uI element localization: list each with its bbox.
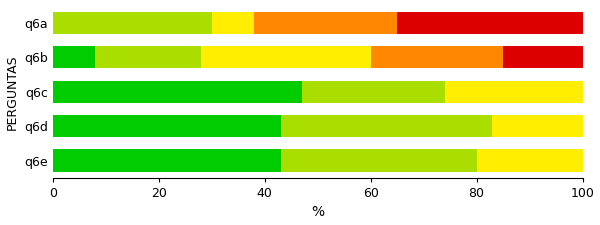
- Bar: [503, 46, 583, 68]
- Bar: [201, 46, 371, 68]
- Bar: [212, 11, 254, 34]
- Bar: [476, 149, 583, 172]
- Bar: [53, 149, 281, 172]
- Bar: [493, 115, 583, 137]
- Bar: [95, 46, 201, 68]
- Y-axis label: PERGUNTAS: PERGUNTAS: [5, 54, 19, 130]
- Bar: [397, 11, 583, 34]
- Bar: [302, 81, 445, 103]
- Bar: [281, 115, 493, 137]
- Bar: [53, 81, 302, 103]
- Bar: [371, 46, 503, 68]
- Bar: [53, 46, 95, 68]
- Bar: [53, 115, 281, 137]
- Bar: [53, 11, 212, 34]
- Bar: [281, 149, 476, 172]
- Bar: [445, 81, 583, 103]
- X-axis label: %: %: [311, 205, 324, 219]
- Bar: [254, 11, 397, 34]
